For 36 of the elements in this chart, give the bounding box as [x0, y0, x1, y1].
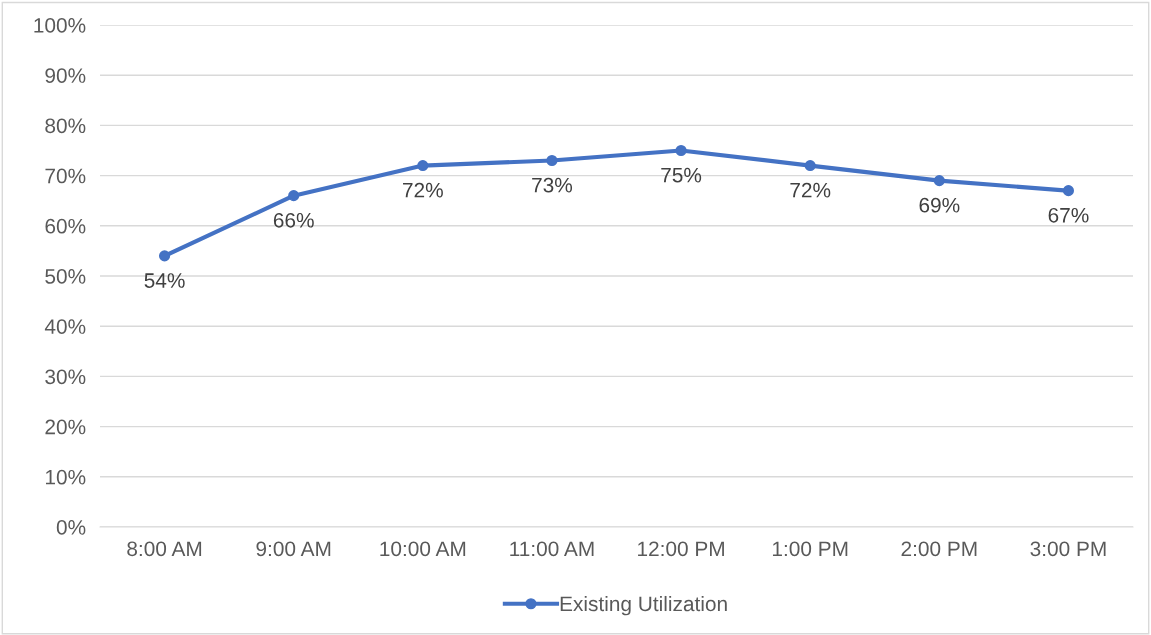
y-tick-label: 30% [45, 369, 86, 385]
point [675, 144, 687, 157]
x-tick-label: 8:00 AM [127, 541, 202, 557]
y-tick-label: 10% [46, 469, 86, 485]
y-tick-label: 100% [34, 18, 86, 33]
data-label: 69% [919, 197, 960, 213]
point [159, 250, 171, 262]
data-label: 72% [790, 182, 831, 198]
y-tick-label: 90% [45, 68, 86, 83]
point [1062, 185, 1074, 197]
x-tick-label: 12:00 PM [638, 541, 724, 557]
data-label: 72% [403, 182, 443, 198]
y-tick-label: 70% [45, 168, 86, 184]
x-tick-label: 10:00 AM [380, 541, 466, 557]
data-label: 54% [144, 273, 185, 288]
legend-label: Existing Utilization [560, 595, 727, 616]
point [288, 190, 300, 202]
y-tick-label: 60% [45, 218, 86, 234]
data-label: 67% [1048, 207, 1089, 223]
data-label: 75% [661, 167, 702, 183]
data-label: 73% [532, 177, 573, 193]
point [933, 175, 945, 187]
x-tick-label: 1:00 PM [772, 541, 848, 557]
x-tick-label: 3:00 PM [1030, 541, 1106, 557]
y-tick-label: 0% [56, 520, 86, 535]
y-tick-label: 40% [44, 319, 86, 334]
point [546, 154, 558, 167]
y-tick-label: 50% [45, 269, 86, 284]
point [417, 160, 429, 172]
x-tick-label: 9:00 AM [256, 541, 331, 557]
x-tick-label: 2:00 PM [901, 541, 977, 557]
data-label: 66% [273, 212, 314, 228]
x-tick-label: 11:00 AM [510, 541, 594, 557]
y-tick-label: 20% [45, 419, 86, 435]
y-tick-label: 80% [45, 118, 86, 134]
point [804, 160, 816, 172]
